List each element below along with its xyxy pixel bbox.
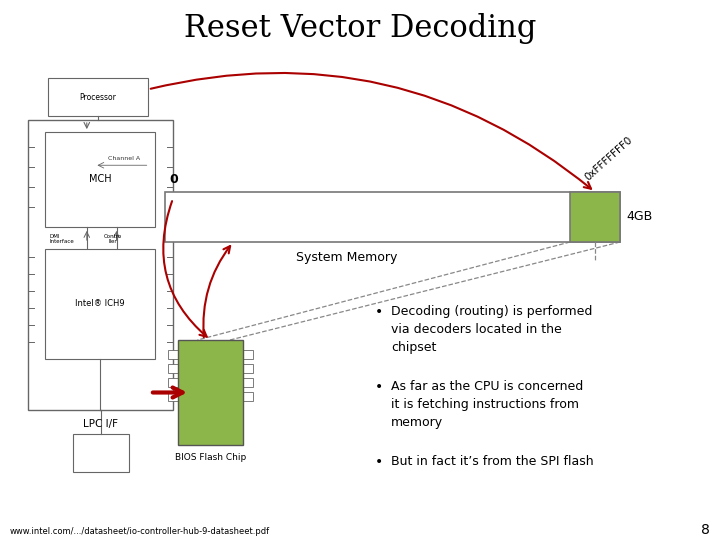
Text: Intel® ICH9: Intel® ICH9 [75,300,125,308]
Text: 0xFFFFFFF0: 0xFFFFFFF0 [583,134,635,182]
Text: Contro
ller: Contro ller [104,234,122,245]
Bar [165,192,620,242]
Bar [168,364,178,373]
Text: But in fact it’s from the SPI flash: But in fact it’s from the SPI flash [391,455,593,468]
Text: 8: 8 [701,523,710,537]
Bar [570,192,620,242]
Bar [168,392,178,401]
Text: 0: 0 [169,173,178,186]
Bar [28,120,173,410]
Text: 4GB: 4GB [626,211,652,224]
Text: As far as the CPU is concerned
it is fetching instructions from
memory: As far as the CPU is concerned it is fet… [391,380,583,429]
Bar [45,249,155,359]
Text: System Memory: System Memory [297,252,397,265]
Bar [168,378,178,387]
Text: Decoding (routing) is performed
via decoders located in the
chipset: Decoding (routing) is performed via deco… [391,305,593,354]
Bar [243,364,253,373]
Bar [243,378,253,387]
FancyArrowPatch shape [150,73,591,189]
Bar [243,392,253,401]
FancyArrowPatch shape [203,246,230,338]
Text: •: • [375,455,383,469]
Bar [178,340,243,445]
Text: LPC I/F: LPC I/F [83,419,118,429]
Text: BIOS Flash Chip: BIOS Flash Chip [175,453,246,462]
Bar [45,132,155,227]
Bar [243,350,253,359]
Bar [73,434,128,472]
Text: Processor: Processor [80,92,117,102]
Bar [48,78,148,116]
Text: MCH: MCH [89,174,112,185]
FancyArrowPatch shape [163,201,207,336]
Text: •: • [375,305,383,319]
Text: •: • [375,380,383,394]
Text: www.intel.com/.../datasheet/io-controller-hub-9-datasheet.pdf: www.intel.com/.../datasheet/io-controlle… [10,528,270,537]
Bar [168,350,178,359]
Text: DMI
Interface: DMI Interface [50,234,75,245]
Text: Channel A: Channel A [108,156,140,161]
Text: Reset Vector Decoding: Reset Vector Decoding [184,12,536,44]
